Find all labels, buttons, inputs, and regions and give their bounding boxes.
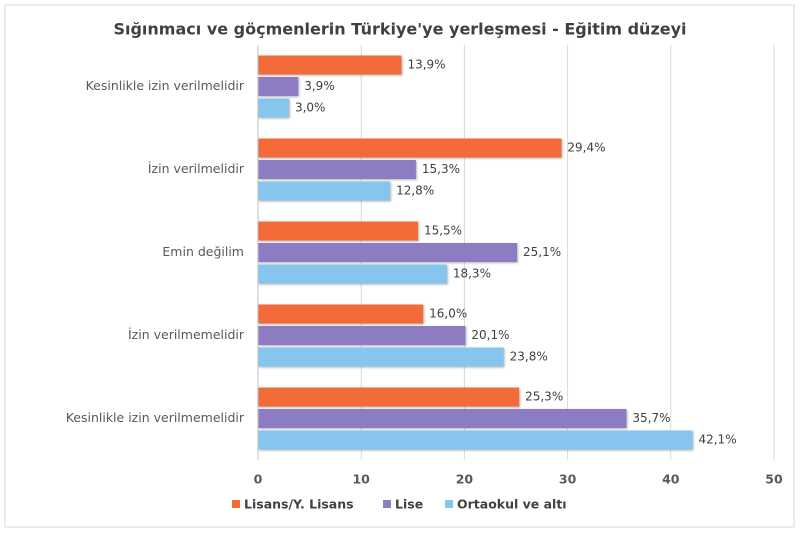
chart-title: Sığınmacı ve göçmenlerin Türkiye'ye yerl… xyxy=(113,20,686,39)
bar xyxy=(258,264,447,284)
value-label: 18,3% xyxy=(453,267,491,281)
y-tick-label: İzin verilmelidir xyxy=(148,161,245,176)
value-label: 42,1% xyxy=(698,433,736,447)
x-tick-label: 20 xyxy=(456,472,474,487)
bar xyxy=(258,304,424,324)
value-label: 12,8% xyxy=(396,184,434,198)
legend-label: Ortaokul ve altı xyxy=(457,497,567,512)
value-label: 15,3% xyxy=(422,162,460,176)
y-tick-label: İzin verilmemelidir xyxy=(128,327,245,342)
value-label: 3,9% xyxy=(304,79,335,93)
x-tick-label: 40 xyxy=(662,472,680,487)
x-tick-label: 0 xyxy=(254,472,263,487)
legend-label: Lise xyxy=(395,497,423,512)
value-label: 16,0% xyxy=(429,307,467,321)
value-label: 25,1% xyxy=(523,245,561,259)
legend-label: Lisans/Y. Lisans xyxy=(244,497,354,512)
legend-swatch xyxy=(445,500,453,508)
value-label: 3,0% xyxy=(295,101,326,115)
legend-swatch xyxy=(383,500,391,508)
bar xyxy=(258,138,562,158)
y-tick-label: Kesinlikle izin verilmelidir xyxy=(86,78,245,93)
bar xyxy=(258,160,416,179)
value-label: 23,8% xyxy=(510,350,548,364)
bar xyxy=(258,347,504,367)
x-tick-label: 10 xyxy=(352,472,370,487)
bar xyxy=(258,409,627,428)
y-tick-label: Kesinlikle izin verilmemelidir xyxy=(66,410,245,425)
bar xyxy=(258,326,466,345)
value-label: 20,1% xyxy=(471,328,509,342)
value-label: 25,3% xyxy=(525,390,563,404)
bar xyxy=(258,387,520,407)
x-tick-label: 30 xyxy=(559,472,577,487)
bar xyxy=(258,430,693,450)
legend-swatch xyxy=(232,500,240,508)
bar xyxy=(258,55,402,75)
bar xyxy=(258,221,418,241)
value-label: 35,7% xyxy=(632,411,670,425)
bar xyxy=(258,98,289,118)
value-label: 15,5% xyxy=(424,224,462,238)
value-label: 29,4% xyxy=(567,141,605,155)
bar xyxy=(258,243,518,262)
bar xyxy=(258,181,391,201)
x-tick-label: 50 xyxy=(765,472,783,487)
y-tick-label: Emin değilim xyxy=(162,244,244,259)
value-label: 13,9% xyxy=(407,58,445,72)
bar xyxy=(258,77,299,96)
